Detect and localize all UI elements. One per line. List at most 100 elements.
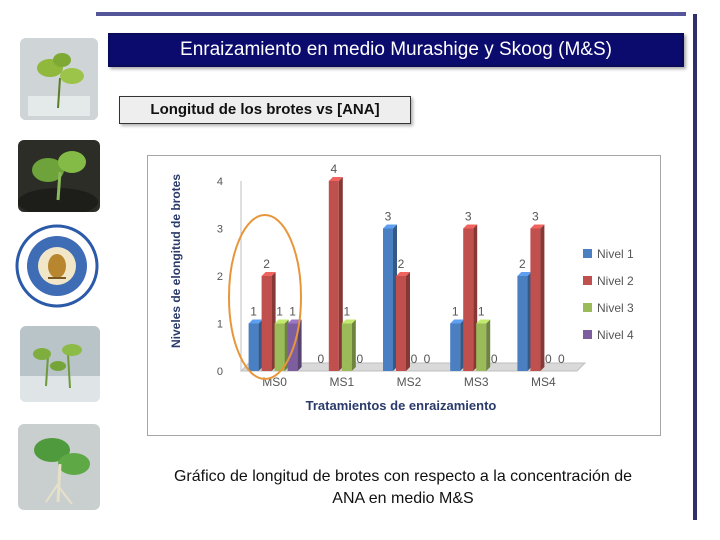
bar-side xyxy=(540,224,545,371)
x-axis-title: Tratamientos de enraizamiento xyxy=(306,398,497,413)
y-tick-label: 0 xyxy=(217,366,223,378)
bar-value-label: 3 xyxy=(532,210,539,224)
bar-top xyxy=(274,319,289,324)
bar-value-label: 3 xyxy=(385,210,392,224)
bar-top xyxy=(396,272,410,276)
bar-value-label: 1 xyxy=(452,305,459,319)
x-tick-label: MS3 xyxy=(464,375,489,389)
bar-side xyxy=(351,319,356,371)
highlight-ellipse xyxy=(228,214,302,380)
legend-item: Nivel 4 xyxy=(583,328,634,342)
chart-caption: Gráfico de longitud de brotes con respec… xyxy=(120,466,686,510)
legend-item: Nivel 3 xyxy=(583,301,634,315)
bar-value-label: 0 xyxy=(356,352,363,366)
bar-face xyxy=(383,228,393,371)
bar-value-label: 1 xyxy=(276,305,283,319)
bar-side xyxy=(338,177,343,371)
bar-side xyxy=(406,272,410,371)
bar-value-label: 1 xyxy=(250,305,257,319)
legend-swatch xyxy=(583,330,592,339)
plant-photo-3 xyxy=(20,326,100,402)
legend-label: Nivel 2 xyxy=(597,274,634,288)
bar-value-label: 1 xyxy=(289,305,296,319)
bar-top xyxy=(476,319,491,324)
bar-face xyxy=(274,323,285,371)
bar xyxy=(261,272,276,371)
legend-item: Nivel 1 xyxy=(583,247,634,261)
bar xyxy=(248,319,263,371)
plant-photo-4 xyxy=(18,424,100,510)
plant-photo-1 xyxy=(20,38,98,120)
bar-top xyxy=(463,224,478,229)
chart-legend: Nivel 1 Nivel 2 Nivel 3 Nivel 4 xyxy=(583,247,634,342)
lab-logo xyxy=(14,222,100,310)
bar-value-label: 0 xyxy=(317,352,324,366)
top-accent-rule xyxy=(96,12,686,16)
photo-strip xyxy=(0,0,100,540)
legend-label: Nivel 4 xyxy=(597,328,634,342)
bar-face xyxy=(328,181,339,371)
legend-swatch xyxy=(583,303,592,312)
bar-top xyxy=(248,319,263,324)
bar-top xyxy=(287,319,302,324)
legend-swatch xyxy=(583,276,592,285)
x-axis: MS0 MS1 MS2 MS3 MS4 xyxy=(262,375,556,389)
bar-value-label: 0 xyxy=(545,352,552,366)
bar-face xyxy=(463,228,474,371)
bar xyxy=(396,272,410,371)
y-tick-label: 4 xyxy=(217,176,223,188)
bar-top xyxy=(450,319,465,324)
caption-line-2: ANA en medio M&S xyxy=(332,490,474,507)
legend-swatch xyxy=(583,249,592,258)
bar xyxy=(463,224,478,371)
legend-item: Nivel 2 xyxy=(583,274,634,288)
bar xyxy=(450,319,465,371)
y-tick-label: 1 xyxy=(217,319,223,331)
bar-value-label: 0 xyxy=(558,352,565,366)
bar xyxy=(341,319,356,371)
bar xyxy=(530,224,545,371)
chart-subtitle: Longitud de los brotes vs [ANA] xyxy=(119,96,411,124)
bar-face xyxy=(517,276,528,371)
bar xyxy=(383,224,397,371)
bar-top xyxy=(530,224,545,229)
x-tick-label: MS1 xyxy=(329,375,354,389)
plant-photo-2 xyxy=(18,140,100,212)
bar-value-label: 0 xyxy=(411,352,418,366)
bar-face xyxy=(396,276,406,371)
bar-value-label: 1 xyxy=(343,305,350,319)
bar-top xyxy=(341,319,356,324)
bar-face xyxy=(450,323,461,371)
bar-value-label: 0 xyxy=(491,352,498,366)
bar xyxy=(328,177,343,371)
y-axis: 0 1 2 3 4 xyxy=(217,176,223,378)
bar-top xyxy=(383,224,397,229)
bar-face xyxy=(530,228,541,371)
bar-top xyxy=(517,272,532,276)
bar-face xyxy=(261,276,272,371)
bar-value-label: 2 xyxy=(519,257,526,271)
x-tick-label: MS4 xyxy=(531,375,556,389)
y-tick-label: 3 xyxy=(217,224,223,236)
bar-side xyxy=(486,319,491,371)
bar-top xyxy=(328,177,343,181)
bar-face xyxy=(341,323,352,371)
bar-value-label: 2 xyxy=(263,257,270,271)
bar-value-label: 1 xyxy=(478,305,485,319)
bar-face xyxy=(248,323,259,371)
y-axis-title: Niveles de elongitud de brotes xyxy=(169,174,183,348)
right-accent-rule xyxy=(693,14,697,520)
bar-value-label: 0 xyxy=(424,352,431,366)
bar-top xyxy=(261,272,276,276)
bar xyxy=(476,319,491,371)
bar-face xyxy=(476,323,487,371)
caption-line-1: Gráfico de longitud de brotes con respec… xyxy=(173,468,633,485)
bar-value-label: 2 xyxy=(398,257,405,271)
y-tick-label: 2 xyxy=(217,271,223,283)
legend-label: Nivel 3 xyxy=(597,301,634,315)
bar xyxy=(517,272,532,371)
bar-value-label: 3 xyxy=(465,210,472,224)
x-tick-label: MS2 xyxy=(397,375,422,389)
